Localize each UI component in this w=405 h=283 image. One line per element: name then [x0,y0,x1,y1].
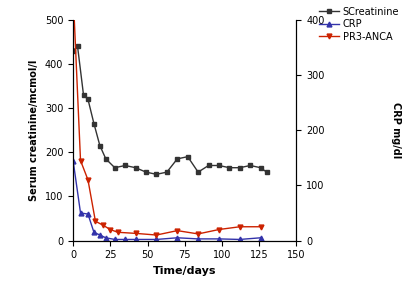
Y-axis label: Serum creatinine/mcmol/l: Serum creatinine/mcmol/l [29,59,39,201]
X-axis label: Time/days: Time/days [153,266,216,276]
Legend: SCreatinine, CRP, PR3-ANCA: SCreatinine, CRP, PR3-ANCA [317,5,400,44]
Y-axis label: PR3-ANCA/IU/ml
CRP mg/dl: PR3-ANCA/IU/ml CRP mg/dl [390,86,405,174]
